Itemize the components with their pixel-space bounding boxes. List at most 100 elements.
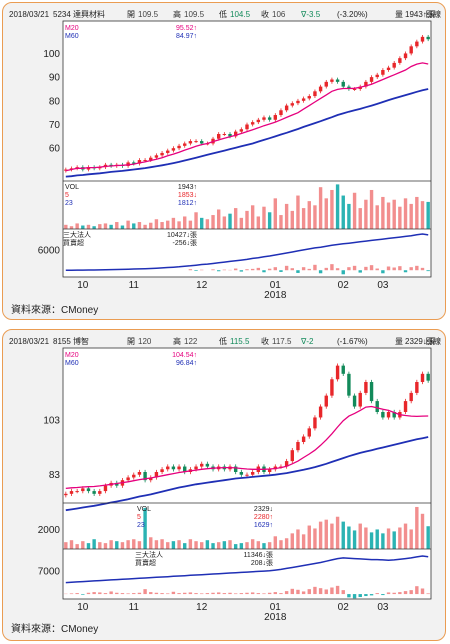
volume-bar xyxy=(279,540,283,549)
inst-net-bar xyxy=(335,268,340,271)
header-vol-label: 量 xyxy=(395,337,403,346)
inst-net-bar xyxy=(81,594,85,595)
volume-bar xyxy=(183,543,187,549)
header-close: 106 xyxy=(272,10,286,19)
volume-legend-name: VOL xyxy=(65,184,79,191)
inst-net-bar xyxy=(228,592,232,595)
candle-body xyxy=(426,36,430,40)
volume-bar xyxy=(188,539,193,549)
header-open-label: 開 xyxy=(127,10,135,19)
inst-net-bar xyxy=(132,593,136,595)
inst-net-bar xyxy=(233,593,238,595)
volume-bar xyxy=(126,540,130,549)
volume-bar xyxy=(313,528,317,549)
inst-net-bar xyxy=(341,270,345,275)
inst-net-bar xyxy=(188,269,193,271)
candle-body xyxy=(335,79,340,82)
inst-net-bar xyxy=(307,589,311,595)
candle-body xyxy=(92,491,96,494)
inst-net-bar xyxy=(352,594,357,599)
candle-body xyxy=(318,86,323,92)
header-pct: (-1.67%) xyxy=(337,337,368,346)
header-close: 117.5 xyxy=(272,337,292,346)
inst-net-bar xyxy=(392,592,396,595)
inst-cumulative-line xyxy=(65,233,429,271)
inst-net-bar xyxy=(211,269,215,271)
inst-net-bar xyxy=(267,592,272,595)
month-label: 10 xyxy=(77,602,89,613)
inst-net-bar xyxy=(415,265,419,271)
volume-bar xyxy=(120,225,125,229)
candle-body xyxy=(313,417,317,429)
inst-net-bar xyxy=(398,592,402,595)
inst-net-bar xyxy=(403,270,408,273)
volume-bar xyxy=(307,201,311,229)
inst-net-bar xyxy=(318,270,323,274)
inst-net-bar xyxy=(86,592,91,595)
volume-bar xyxy=(403,198,408,229)
candle-body xyxy=(375,401,379,412)
inst-net-bar xyxy=(262,593,266,595)
candle-body xyxy=(137,160,142,164)
candle-body xyxy=(132,162,136,164)
volume-bar xyxy=(233,544,238,549)
inst-net-bar xyxy=(392,267,396,271)
candle-body xyxy=(239,472,244,475)
candle-body xyxy=(177,466,181,470)
inst-net-bar xyxy=(126,593,130,595)
inst-net-bar xyxy=(222,269,227,271)
volume-bar xyxy=(149,537,153,549)
inst-net-bar xyxy=(324,589,328,595)
inst-net-bar xyxy=(381,594,385,596)
volume-bar xyxy=(132,223,136,229)
volume-bar xyxy=(403,523,408,549)
volume-bar xyxy=(194,541,198,549)
source-text: 資料來源：CMoney xyxy=(11,624,99,635)
volume-bar xyxy=(381,533,385,549)
candle-body xyxy=(245,474,249,476)
volume-bar xyxy=(222,541,227,549)
inst-net-bar xyxy=(177,593,181,595)
inst-net-bar xyxy=(330,587,334,595)
price-tick-label: 83 xyxy=(49,470,61,481)
volume-bar xyxy=(103,543,108,549)
month-label: 02 xyxy=(338,602,350,613)
volume-bar xyxy=(375,529,379,549)
candle-body xyxy=(330,79,334,82)
volume-bar xyxy=(415,506,419,549)
inst-net-bar xyxy=(222,593,227,595)
candle-body xyxy=(415,41,419,47)
candle-body xyxy=(222,133,227,135)
volume-bar xyxy=(409,529,413,549)
volume-bar xyxy=(239,217,244,229)
candle-body xyxy=(386,412,391,418)
candle-body xyxy=(279,110,283,116)
candle-body xyxy=(313,91,317,97)
price-tick-label: 60 xyxy=(49,144,61,155)
month-label: 01 xyxy=(270,280,282,291)
inst-net-bar xyxy=(386,266,391,271)
inst-net-bar xyxy=(216,270,221,272)
inst-net-bar xyxy=(273,267,278,271)
volume-bar xyxy=(256,541,261,549)
inst-net-bar xyxy=(318,588,323,595)
inst-net-bar xyxy=(273,592,278,595)
inst-net-bar xyxy=(386,592,391,595)
inst-net-bar xyxy=(352,265,357,271)
volume-bar xyxy=(426,526,430,549)
candle-body xyxy=(98,491,102,494)
price-tick-label: 90 xyxy=(49,73,61,84)
inst-net-bar xyxy=(143,589,147,595)
inst-net-bar xyxy=(409,267,413,271)
volume-bar xyxy=(183,216,187,229)
volume-bar xyxy=(420,513,425,549)
candle-body xyxy=(318,406,323,418)
candle-body xyxy=(81,488,85,492)
candle-body xyxy=(324,81,328,87)
candle-body xyxy=(420,373,425,382)
volume-legend-name: 5 xyxy=(137,514,141,521)
candle-body xyxy=(166,150,170,153)
header-high-label: 高 xyxy=(173,336,181,346)
volume-bar xyxy=(160,539,164,549)
volume-bar xyxy=(177,540,181,549)
